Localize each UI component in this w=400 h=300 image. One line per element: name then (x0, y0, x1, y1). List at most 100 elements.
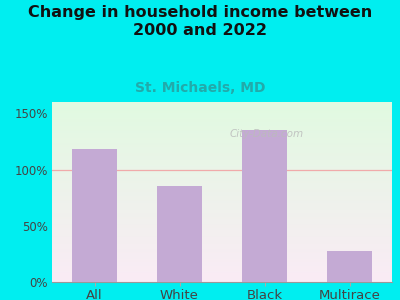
Bar (52, 235, 392, 237)
Bar (242, 130, 286, 282)
Bar (52, 275, 392, 277)
Bar (52, 244, 392, 246)
Bar (52, 257, 392, 259)
Bar (52, 156, 392, 158)
Bar (52, 107, 392, 109)
Bar (52, 129, 392, 131)
Bar (52, 125, 392, 127)
Bar (52, 181, 392, 183)
Bar (52, 138, 392, 140)
Bar (52, 185, 392, 187)
Bar (52, 273, 392, 275)
Bar (52, 158, 392, 160)
Bar (52, 149, 392, 151)
Text: City-Data.com: City-Data.com (229, 129, 303, 140)
Bar (52, 115, 392, 116)
Bar (52, 188, 392, 190)
Bar (52, 206, 392, 208)
Bar (52, 169, 392, 170)
Bar (52, 183, 392, 185)
Bar (52, 151, 392, 152)
Bar (52, 228, 392, 230)
Bar (52, 142, 392, 143)
Bar (52, 170, 392, 172)
Bar (52, 190, 392, 192)
Bar (52, 208, 392, 210)
Bar (52, 221, 392, 223)
Bar (52, 268, 392, 269)
Bar (52, 172, 392, 174)
Bar (52, 219, 392, 221)
Bar (52, 239, 392, 241)
Bar (52, 178, 392, 179)
Bar (52, 226, 392, 228)
Bar (52, 253, 392, 255)
Bar (52, 196, 392, 197)
Bar (52, 214, 392, 215)
Bar (52, 260, 392, 262)
Bar (52, 278, 392, 280)
Bar (52, 136, 392, 138)
Bar (327, 250, 372, 282)
Bar (52, 199, 392, 201)
Bar (52, 116, 392, 118)
Bar (52, 217, 392, 219)
Bar (52, 210, 392, 212)
Bar (52, 111, 392, 113)
Bar (52, 269, 392, 271)
Bar (52, 264, 392, 266)
Bar (52, 145, 392, 147)
Bar (52, 242, 392, 244)
Bar (52, 163, 392, 165)
Bar (52, 147, 392, 149)
Bar (52, 154, 392, 156)
Bar (52, 277, 392, 278)
Bar (52, 251, 392, 253)
Bar (52, 255, 392, 257)
Bar (52, 246, 392, 248)
Bar (52, 248, 392, 250)
Bar (52, 266, 392, 268)
Bar (52, 131, 392, 133)
Bar (52, 143, 392, 145)
Bar (52, 187, 392, 188)
Bar (52, 176, 392, 178)
Bar (52, 134, 392, 136)
Bar (52, 241, 392, 242)
Bar (52, 237, 392, 239)
Bar (52, 160, 392, 161)
Bar (52, 232, 392, 233)
Bar (52, 104, 392, 106)
Bar (52, 133, 392, 134)
Text: Change in household income between
2000 and 2022: Change in household income between 2000 … (28, 4, 372, 38)
Bar (52, 205, 392, 206)
Bar (52, 106, 392, 107)
Bar (52, 230, 392, 232)
Bar (52, 109, 392, 111)
Bar (52, 174, 392, 176)
Bar (52, 224, 392, 226)
Bar (52, 161, 392, 163)
Bar (52, 140, 392, 142)
Bar (52, 271, 392, 273)
Bar (52, 113, 392, 115)
Bar (52, 250, 392, 251)
Bar (52, 192, 392, 194)
Bar (52, 262, 392, 264)
Bar (52, 203, 392, 205)
Bar (52, 233, 392, 235)
Bar (52, 212, 392, 214)
Bar (158, 186, 202, 282)
Bar (52, 102, 392, 104)
Bar (52, 197, 392, 199)
Bar (52, 118, 392, 120)
Bar (52, 201, 392, 203)
Bar (52, 124, 392, 125)
Bar (52, 194, 392, 196)
Bar (52, 127, 392, 129)
Bar (52, 167, 392, 169)
Bar (52, 165, 392, 167)
Bar (52, 280, 392, 282)
Bar (52, 120, 392, 122)
Bar (52, 179, 392, 181)
